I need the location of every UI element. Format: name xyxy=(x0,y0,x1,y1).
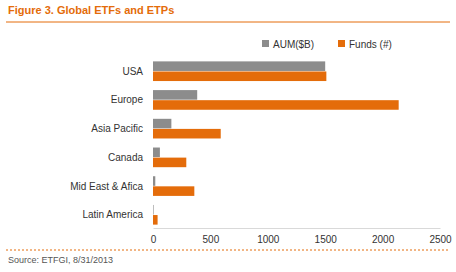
bar xyxy=(153,215,158,225)
bar xyxy=(153,186,194,196)
bar xyxy=(153,129,221,139)
tick-label: 500 xyxy=(203,234,220,245)
category-label: Latin America xyxy=(82,209,143,220)
tick: 2000 xyxy=(372,228,395,245)
bar xyxy=(153,61,325,71)
chart: Figure 3. Global ETFs and ETPs USA Europe A… xyxy=(0,0,456,272)
category-label: Mid East & Afica xyxy=(70,181,143,192)
tick-label: 0 xyxy=(151,234,157,245)
tick: 500 xyxy=(203,228,220,245)
source-rule xyxy=(6,250,450,251)
tick-label: 2500 xyxy=(429,234,452,245)
tick-label: 2000 xyxy=(372,234,395,245)
x-axis: 0 500 1000 1500 2000 2500 xyxy=(151,228,452,245)
source: Source: ETFGI, 8/31/2013 xyxy=(8,255,113,265)
legend-label: AUM($B) xyxy=(273,39,314,50)
category-label: Canada xyxy=(108,152,143,163)
bar xyxy=(153,100,399,110)
tick: 1000 xyxy=(257,228,280,245)
bar xyxy=(153,148,160,158)
bar xyxy=(153,71,326,81)
category-label: Asia Pacific xyxy=(91,123,143,134)
bar xyxy=(153,90,197,100)
tick: 1500 xyxy=(315,228,338,245)
bar xyxy=(153,205,154,215)
y-axis: USA Europe Asia Pacific Canada Mid East & Af… xyxy=(70,66,143,221)
bars xyxy=(153,61,399,224)
legend-swatch xyxy=(262,40,269,47)
legend-label: Funds (#) xyxy=(349,39,392,50)
legend: AUM($B) Funds (#) xyxy=(262,39,392,50)
category-label: USA xyxy=(122,66,143,77)
tick: 2500 xyxy=(429,228,452,245)
bar xyxy=(153,158,186,168)
title-rule xyxy=(6,22,450,23)
axis-line xyxy=(154,228,441,229)
tick-label: 1500 xyxy=(315,234,338,245)
tick: 0 xyxy=(151,228,157,245)
bar xyxy=(153,119,171,129)
legend-swatch xyxy=(338,40,345,47)
bar xyxy=(153,176,155,186)
title: Figure 3. Global ETFs and ETPs xyxy=(8,4,174,16)
category-label: Europe xyxy=(111,94,144,105)
tick-label: 1000 xyxy=(257,234,280,245)
